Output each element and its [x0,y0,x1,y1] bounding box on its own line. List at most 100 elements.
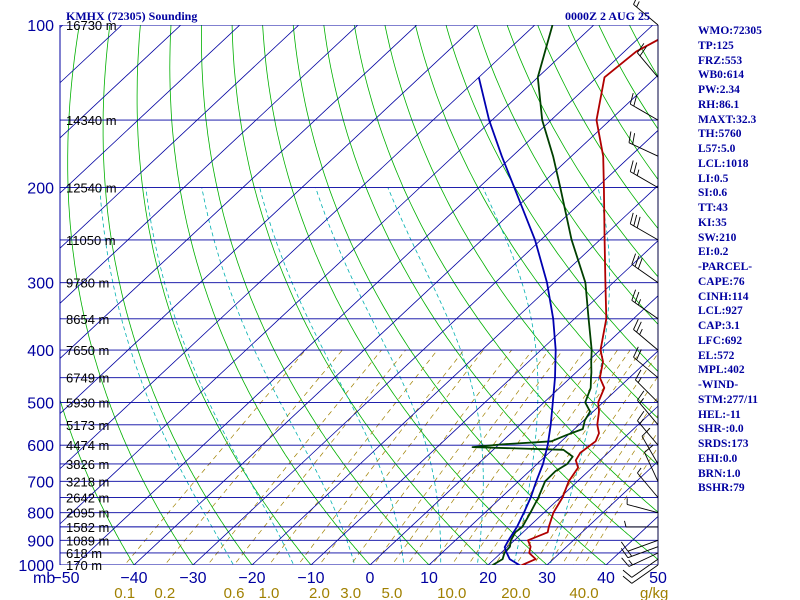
isotherm [60,25,64,29]
index-row: MPL:402 [698,364,745,377]
index-row: -PARCEL- [698,261,753,273]
height-label: 16730 m [66,18,117,33]
dry-adiabat [292,25,607,565]
wind-barb [637,390,659,426]
mixing-ratio-label: 0.6 [224,585,245,600]
dry-adiabat [60,398,135,565]
height-label: 6749 m [66,371,109,386]
height-label: 618 m [66,546,102,561]
index-row: SI:0.6 [698,187,728,200]
index-row: MAXT:32.3 [698,113,757,126]
pressure-label: 1000 [18,558,54,575]
pressure-label: 700 [27,474,54,491]
isotherm [310,240,658,565]
wind-barb [621,552,659,567]
index-row: FRZ:553 [698,54,743,67]
wind-barb [628,131,659,157]
dry-adiabat [136,25,312,565]
pressure-label: 900 [27,533,54,550]
index-row: BRN:1.0 [698,467,741,480]
pressure-label: 600 [27,438,54,455]
height-label: 7650 m [66,343,109,358]
index-row: CAP:3.1 [698,320,740,332]
moist-adiabat [315,187,442,565]
isotherm [192,129,658,565]
temperature-tick: 20 [479,570,497,587]
mixing-ratio-label: 3.0 [340,585,361,600]
dry-adiabat [506,25,658,278]
temperature-tick-left-edge: −50 [52,570,79,587]
dry-adiabat [102,25,253,565]
mixing-ratio-label: 2.0 [309,585,330,600]
dewpoint-profile [471,25,593,565]
index-row: BSHR:79 [698,482,745,495]
wind-barb [629,212,659,241]
height-label: 2642 m [66,491,109,506]
height-label: 14340 m [66,113,117,128]
wind-barb [641,427,659,465]
index-row: WMO:72305 [698,25,762,37]
dry-adiabat [353,25,658,513]
moist-adiabat [145,187,295,565]
sounding-time: 0000Z 2 AUG 25 [565,9,651,23]
index-row: CAPE:76 [698,275,745,288]
wind-barb [633,319,659,351]
mixing-ratio-line [207,349,382,565]
wind-barb [637,411,659,446]
dry-adiabat [384,25,658,466]
temperature-profile [520,38,658,565]
mixing-ratio-line [583,446,658,565]
temperature-tick: −40 [120,570,147,587]
mixing-ratio-line [124,349,306,565]
isotherm [546,460,658,565]
moist-adiabat [549,187,610,565]
height-label: 170 m [66,558,102,573]
wind-barb [633,0,659,26]
height-label: 1089 m [66,533,109,548]
mixing-ratio-line [164,349,343,565]
mixing-ratio-label: 1.0 [259,585,280,600]
index-row: HEL:-11 [698,408,741,421]
moist-adiabat [259,187,405,565]
index-row: LI:0.5 [698,172,729,185]
dry-adiabat [200,25,430,565]
temperature-tick: 40 [597,570,615,587]
mixing-ratio-label: 10.0 [437,585,466,600]
height-label: 5930 m [66,395,109,410]
pressure-label: 200 [27,181,54,198]
pressure-label: 800 [27,506,54,523]
height-label: 2095 m [66,506,109,521]
mixing-ratio-line [233,349,406,565]
temperature-tick: −30 [179,570,206,587]
index-row: SW:210 [698,231,737,244]
dry-adiabat [231,25,489,565]
index-row: KI:35 [698,216,727,229]
mixing-ratio-line [373,349,533,565]
height-label: 4474 m [66,438,109,453]
wind-barb [620,539,659,552]
dry-adiabat [169,25,371,565]
height-label: 11050 m [66,233,116,248]
index-row: EHI:0.0 [698,452,738,465]
mixing-ratio-unit: g/kg [640,585,668,600]
mixing-ratio-label: 20.0 [501,585,530,600]
wind-barb [629,160,659,188]
wind-barb [631,253,659,283]
index-row: EL:572 [698,349,735,362]
pressure-label: 300 [27,276,54,293]
temperature-tick: 30 [538,570,556,587]
pressure-label: 100 [27,18,54,35]
indices-panel: WMO:72305 TP:125 FRZ:553 WB0:614 PW:2.34 RH:8… [698,24,798,496]
index-row: LCL:927 [698,305,743,318]
mixing-ratio-line [431,349,586,565]
wind-barb [633,346,659,379]
height-label: 1582 m [66,520,109,535]
index-row: TP:125 [698,39,734,52]
index-row: CINH:114 [698,290,749,303]
mixing-ratio-line [494,349,642,565]
index-row: TT:43 [698,202,728,214]
isotherm [60,25,300,249]
index-row: WB0:614 [698,69,744,82]
index-row: -WIND- [698,379,739,391]
